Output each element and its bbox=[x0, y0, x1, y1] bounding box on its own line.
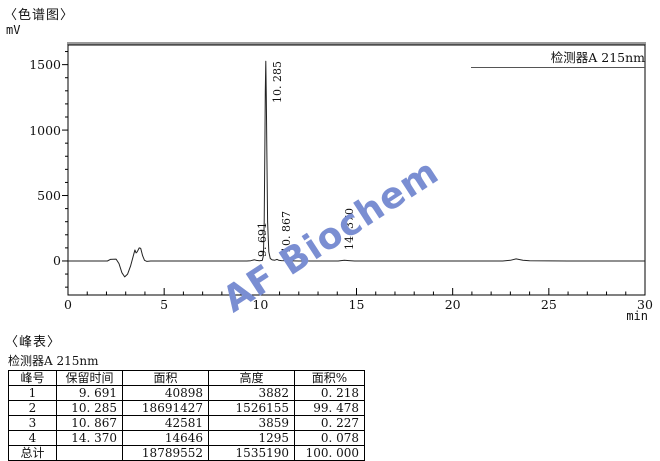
peak-value-cell: 40898 bbox=[122, 385, 209, 401]
peak-table-header-cell: 面积% bbox=[294, 370, 365, 386]
peak-table: 峰号 保留时间 面积 高度 面积% 1 9. 691 40898 3882 0. 218 2 10.… bbox=[8, 370, 365, 461]
y-axis-unit-label: mV bbox=[6, 23, 21, 37]
peak-table-row: 4 14. 370 14646 1295 0. 078 bbox=[8, 430, 365, 446]
peak-table-row: 3 10. 867 42581 3859 0. 227 bbox=[8, 415, 365, 431]
peak-table-header-cell: 峰号 bbox=[8, 370, 57, 386]
peak-value-cell: 1535190 bbox=[208, 445, 295, 461]
peak-value-cell: 14646 bbox=[122, 430, 209, 446]
peak-value-cell: 10. 285 bbox=[56, 400, 123, 416]
y-tick-label: 500 bbox=[37, 188, 61, 204]
x-tick-label: 20 bbox=[444, 297, 461, 312]
peak-number-cell: 1 bbox=[8, 385, 57, 401]
peak-rt-label: 10. 285 bbox=[271, 61, 284, 103]
peak-value-cell bbox=[56, 445, 123, 461]
peak-number-cell: 2 bbox=[8, 400, 57, 416]
peak-value-cell: 0. 078 bbox=[294, 430, 365, 446]
peak-number-cell: 3 bbox=[8, 415, 57, 431]
peak-table-body: 1 9. 691 40898 3882 0. 218 2 10. 285 18691427 15… bbox=[8, 385, 365, 461]
x-tick-label: 15 bbox=[348, 297, 365, 312]
x-tick-label: 30 bbox=[637, 297, 653, 312]
peak-table-row: 总计 18789552 1535190 100. 000 bbox=[8, 445, 365, 461]
peak-table-header-row: 峰号 保留时间 面积 高度 面积% bbox=[8, 370, 365, 386]
x-tick-label: 25 bbox=[540, 297, 557, 312]
peak-table-row: 1 9. 691 40898 3882 0. 218 bbox=[8, 385, 365, 401]
x-tick-label: 5 bbox=[160, 297, 169, 312]
peak-table-title: 〈峰表〉 bbox=[5, 335, 62, 350]
chromatogram-trace bbox=[68, 60, 645, 278]
peak-value-cell: 3859 bbox=[208, 415, 295, 431]
peak-value-cell: 10. 867 bbox=[56, 415, 123, 431]
peak-value-cell: 100. 000 bbox=[294, 445, 365, 461]
peak-rt-label: 9. 691 bbox=[256, 222, 269, 257]
peak-value-cell: 9. 691 bbox=[56, 385, 123, 401]
peak-value-cell: 1295 bbox=[208, 430, 295, 446]
y-tick-label: 1500 bbox=[29, 57, 61, 73]
chart-title: 〈色谱图〉 bbox=[4, 8, 75, 23]
plot-frame bbox=[67, 44, 646, 296]
peak-number-cell: 总计 bbox=[8, 445, 57, 461]
x-tick-label: 10 bbox=[252, 297, 269, 312]
peak-value-cell: 0. 218 bbox=[294, 385, 365, 401]
peak-value-cell: 1526155 bbox=[208, 400, 295, 416]
peak-table-header-cell: 高度 bbox=[208, 370, 295, 386]
x-axis-unit-label: min bbox=[626, 309, 648, 323]
peak-value-cell: 0. 227 bbox=[294, 415, 365, 431]
peak-value-cell: 14. 370 bbox=[56, 430, 123, 446]
peak-rt-label: 14. 370 bbox=[343, 208, 356, 250]
peak-table-subtitle: 检测器A 215nm bbox=[8, 354, 99, 368]
peak-value-cell: 18789552 bbox=[122, 445, 209, 461]
y-tick-label: 0 bbox=[53, 253, 61, 269]
peak-table-row: 2 10. 285 18691427 1526155 99. 478 bbox=[8, 400, 365, 416]
peak-value-cell: 18691427 bbox=[122, 400, 209, 416]
peak-value-cell: 99. 478 bbox=[294, 400, 365, 416]
peak-number-cell: 4 bbox=[8, 430, 57, 446]
x-tick-label: 0 bbox=[64, 297, 72, 312]
peak-value-cell: 3882 bbox=[208, 385, 295, 401]
detector-legend-label: 检测器A 215nm bbox=[471, 47, 645, 68]
peak-table-section: 〈峰表〉 检测器A 215nm 峰号 保留时间 面积 高度 面积% 1 9. 691 408… bbox=[0, 330, 660, 461]
chromatogram-section: 〈色谱图〉 mV 9. 691 10. 285 10. 867 14. 370 AF … bbox=[4, 8, 653, 323]
peak-rt-label: 10. 867 bbox=[280, 211, 293, 253]
chromatogram-plot: 9. 691 10. 285 10. 867 14. 370 bbox=[62, 42, 646, 296]
peak-value-cell: 42581 bbox=[122, 415, 209, 431]
peak-table-header-cell: 面积 bbox=[122, 370, 209, 386]
y-tick-label: 1000 bbox=[29, 122, 61, 138]
peak-table-header-cell: 保留时间 bbox=[56, 370, 123, 386]
